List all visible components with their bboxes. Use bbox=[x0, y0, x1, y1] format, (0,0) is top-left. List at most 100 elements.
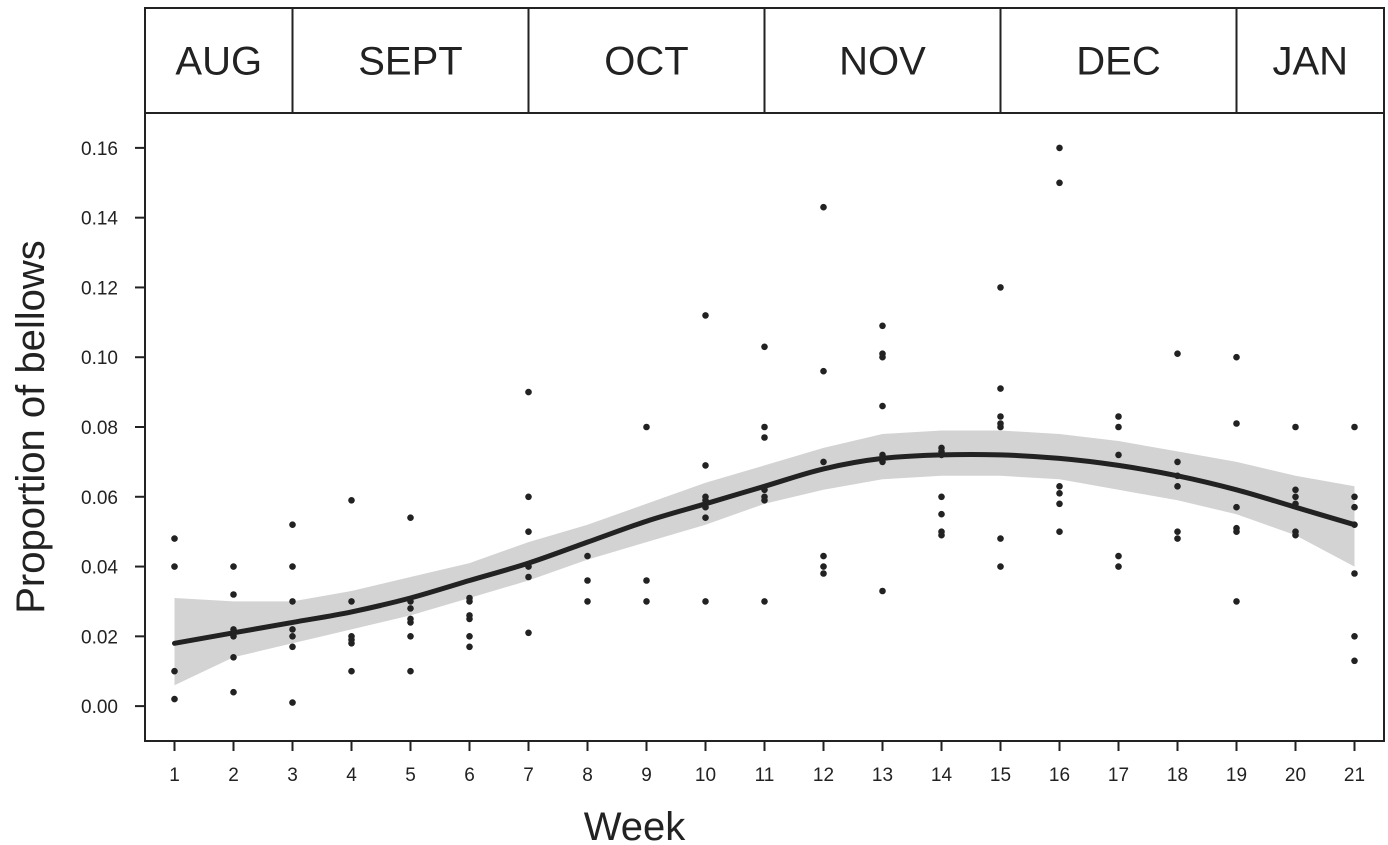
data-point bbox=[171, 667, 178, 675]
data-point bbox=[1351, 521, 1358, 528]
data-point bbox=[702, 462, 709, 469]
x-tick-label: 15 bbox=[990, 765, 1011, 786]
x-tick-label: 6 bbox=[464, 765, 475, 786]
data-point bbox=[761, 343, 768, 351]
month-label: DEC bbox=[1076, 40, 1160, 84]
data-point bbox=[525, 573, 532, 581]
data-point bbox=[348, 667, 355, 675]
data-point bbox=[879, 451, 886, 459]
data-point bbox=[997, 413, 1004, 420]
data-point bbox=[820, 203, 827, 211]
data-points bbox=[171, 144, 1358, 706]
data-point bbox=[879, 353, 886, 361]
x-tick-label: 21 bbox=[1344, 765, 1365, 786]
data-point bbox=[289, 563, 296, 570]
data-point bbox=[997, 284, 1004, 291]
x-tick-label: 20 bbox=[1285, 765, 1306, 786]
y-tick-label: 0.04 bbox=[81, 558, 118, 579]
data-point bbox=[997, 563, 1004, 570]
confidence-band-layer bbox=[174, 430, 1355, 686]
data-point bbox=[1174, 350, 1181, 358]
data-point bbox=[643, 577, 650, 584]
data-point bbox=[761, 434, 768, 441]
x-tick-label: 17 bbox=[1108, 765, 1129, 786]
data-point bbox=[938, 531, 945, 539]
data-point bbox=[1233, 528, 1240, 535]
data-point bbox=[761, 486, 768, 494]
month-label: JAN bbox=[1272, 40, 1348, 84]
data-point bbox=[289, 626, 296, 633]
data-point bbox=[1174, 483, 1181, 490]
data-point bbox=[525, 528, 532, 535]
y-tick-label: 0.02 bbox=[81, 627, 118, 648]
data-point bbox=[1292, 531, 1299, 539]
data-point bbox=[1115, 413, 1122, 420]
data-point bbox=[1351, 503, 1358, 511]
month-label: AUG bbox=[175, 40, 262, 84]
data-point bbox=[289, 699, 296, 706]
x-tick-label: 7 bbox=[523, 765, 534, 786]
data-point bbox=[230, 688, 237, 696]
data-point bbox=[584, 577, 591, 584]
data-point bbox=[1115, 451, 1122, 459]
smooth-line-layer bbox=[172, 451, 1357, 646]
data-point bbox=[407, 633, 414, 640]
data-point bbox=[525, 493, 532, 501]
data-point bbox=[289, 643, 296, 651]
x-axis-title: Week bbox=[584, 805, 687, 845]
data-point bbox=[171, 535, 178, 542]
data-point bbox=[230, 633, 237, 640]
y-tick-label: 0.06 bbox=[81, 488, 118, 509]
data-point bbox=[1174, 528, 1181, 535]
y-axis: 0.00 0.02 0.04 0.06 0.08 0.10 0.12 0.14 0.16 bbox=[81, 139, 145, 718]
data-point bbox=[643, 423, 650, 431]
data-point bbox=[289, 633, 296, 640]
data-point bbox=[879, 458, 886, 466]
y-axis-title: Proportion of bellows bbox=[9, 240, 53, 614]
data-point bbox=[407, 619, 414, 626]
x-tick-label: 9 bbox=[641, 765, 652, 786]
month-label: OCT bbox=[604, 40, 688, 84]
data-point bbox=[289, 598, 296, 605]
data-point bbox=[643, 598, 650, 605]
data-point bbox=[1233, 420, 1240, 427]
data-point bbox=[879, 587, 886, 595]
x-tick-label: 4 bbox=[346, 765, 357, 786]
data-point bbox=[466, 643, 473, 651]
data-point bbox=[997, 423, 1004, 431]
data-point bbox=[466, 598, 473, 605]
month-header: AUG SEPT OCT NOV DEC JAN bbox=[144, 7, 1385, 114]
x-tick-label: 12 bbox=[813, 765, 834, 786]
confidence-band bbox=[174, 430, 1355, 686]
y-tick-label: 0.12 bbox=[81, 278, 118, 299]
x-tick-label: 16 bbox=[1049, 765, 1070, 786]
data-point bbox=[1351, 493, 1358, 501]
data-point bbox=[820, 458, 827, 466]
data-point bbox=[1174, 535, 1181, 542]
data-point bbox=[1233, 503, 1240, 511]
data-point bbox=[1351, 633, 1358, 640]
data-point bbox=[1056, 144, 1063, 152]
data-point bbox=[525, 388, 532, 396]
x-tick-label: 19 bbox=[1226, 765, 1247, 786]
data-point bbox=[1233, 353, 1240, 361]
data-point bbox=[1292, 500, 1299, 508]
smooth-fit-line bbox=[172, 451, 1357, 646]
x-tick-label: 10 bbox=[695, 765, 716, 786]
y-tick-label: 0.08 bbox=[81, 418, 118, 439]
data-point bbox=[997, 385, 1004, 392]
data-point bbox=[525, 563, 532, 570]
y-tick-label: 0.14 bbox=[81, 209, 118, 230]
data-point bbox=[1233, 598, 1240, 605]
data-point bbox=[1056, 179, 1063, 187]
data-point bbox=[702, 503, 709, 511]
data-point bbox=[879, 322, 886, 330]
y-tick-label: 0.10 bbox=[81, 348, 118, 369]
x-tick-label: 14 bbox=[931, 765, 953, 786]
data-point bbox=[1292, 493, 1299, 501]
data-point bbox=[1056, 528, 1063, 535]
data-point bbox=[1174, 458, 1181, 466]
data-point bbox=[171, 695, 178, 703]
data-point bbox=[348, 497, 355, 504]
